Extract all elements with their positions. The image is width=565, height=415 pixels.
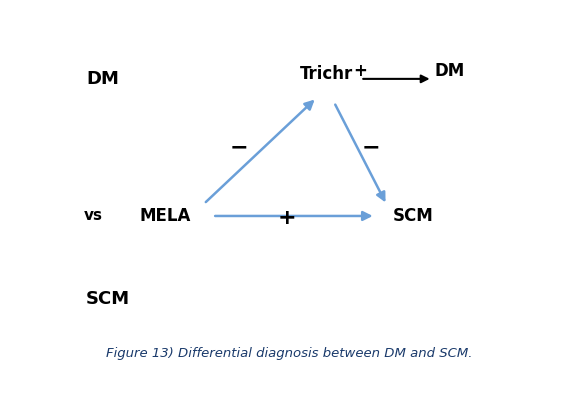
Text: vs: vs xyxy=(84,208,103,223)
Text: DM: DM xyxy=(86,70,119,88)
Text: Trichr: Trichr xyxy=(300,65,353,83)
Text: +: + xyxy=(278,208,297,227)
Text: −: − xyxy=(230,137,249,157)
Text: SCM: SCM xyxy=(86,290,130,308)
Text: MELA: MELA xyxy=(140,207,191,225)
Text: SCM: SCM xyxy=(393,207,433,225)
Text: Figure 13) Differential diagnosis between DM and SCM.: Figure 13) Differential diagnosis betwee… xyxy=(106,347,473,360)
Text: DM: DM xyxy=(434,62,464,80)
Text: −: − xyxy=(361,137,380,157)
Text: +: + xyxy=(353,62,367,80)
